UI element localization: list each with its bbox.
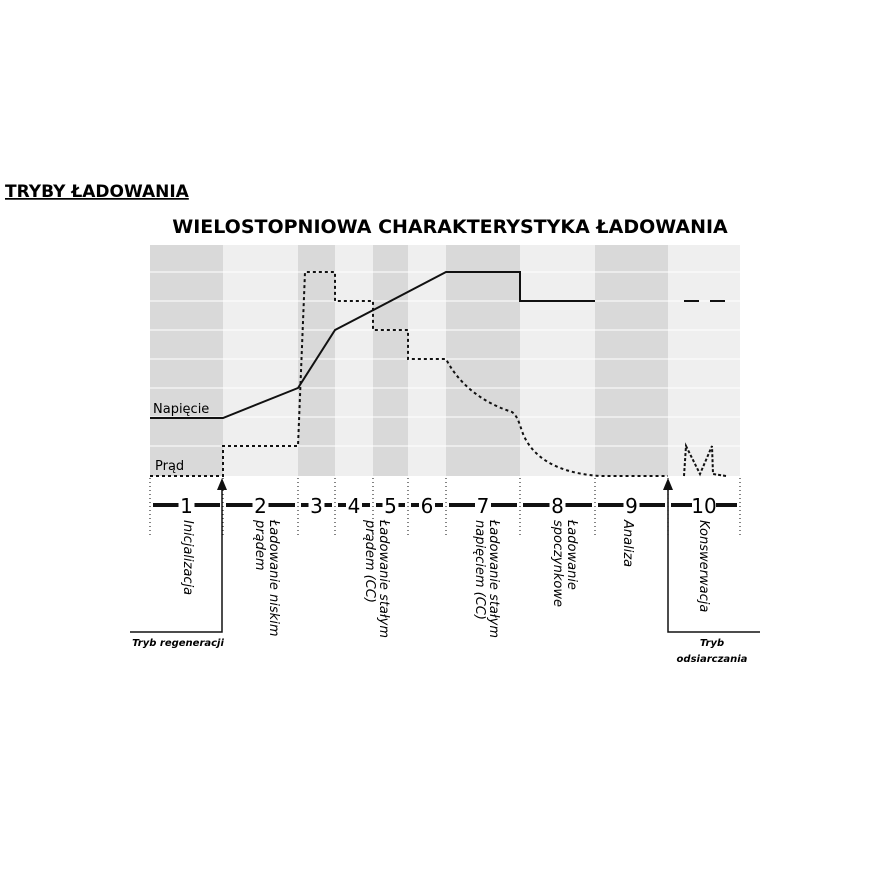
arrow-head [663,478,673,490]
stage-description: Analiza [620,519,635,567]
stage-description: Konswerwacja [696,520,711,612]
voltage-curve [150,271,595,419]
stage-number: 3 [310,494,323,518]
stage-column [150,245,223,476]
stage-number: 8 [551,494,564,518]
stage-description: prądem (CC) [362,519,377,603]
stage-description: Inicjalizacja [180,520,195,595]
stage-number: 7 [477,494,490,518]
stage-number: 6 [421,494,434,518]
stage-description: Ładowanie niskim [266,519,281,637]
stage-number: 1 [180,494,193,518]
stage-column [335,245,373,476]
mode-label: Tryb regeneracji [132,638,224,649]
stage-column [446,245,520,476]
mode-arrow [667,488,760,633]
stage-column [595,245,668,476]
mode-arrow [130,488,223,633]
stage-description: Ładowanie stałym [376,519,391,638]
stage-description: spoczynkowe [550,520,565,607]
arrow-head [217,478,227,490]
stage-column [408,245,446,476]
mode-label: odsiarczania [677,654,748,665]
header-title: TRYBY ŁADOWANIA [5,182,190,202]
stage-description: Ładowanie stałym [486,519,501,638]
stage-column [373,245,408,476]
stage-description: napięciem (CC) [472,520,487,620]
timeline: 1 2 3 4 5 6 7 8 9 10 [149,478,741,535]
mode-label: Tryb [700,638,724,649]
current-sawtooth [683,442,727,477]
stage-number: 5 [384,494,397,518]
stage-number: 10 [691,494,716,518]
voltage-label: Napięcie [153,402,209,417]
stage-column [223,245,298,476]
stage-description: Ładowanie [564,519,579,590]
chart-background [150,245,740,476]
stage-column [520,245,595,476]
current-label: Prąd [155,459,184,474]
stage-number: 2 [254,494,267,518]
stage-number: 4 [348,494,361,518]
stage-column [668,245,740,476]
diagram-title: WIELOSTOPNIOWA CHARAKTERYSTYKA ŁADOWANIA [172,216,728,238]
current-curve [150,271,668,477]
stage-description: prądem [252,519,267,570]
stage-number: 9 [625,494,638,518]
